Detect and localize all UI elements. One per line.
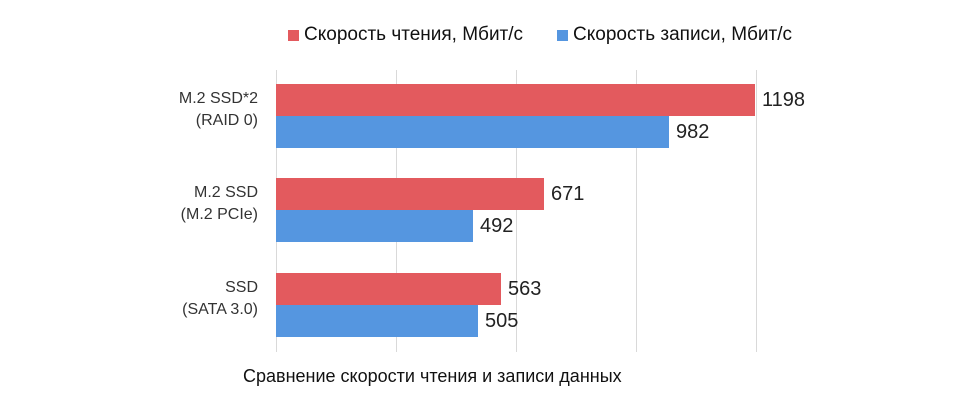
bar-read-pcie — [276, 178, 544, 210]
gridline-900 — [636, 70, 637, 352]
category-line2: (M.2 PCIe) — [180, 206, 258, 223]
value-write-raid: 982 — [676, 121, 710, 143]
value-read-sata: 563 — [508, 278, 542, 300]
value-read-pcie: 671 — [551, 183, 585, 205]
category-line2: (RAID 0) — [195, 112, 258, 129]
bar-write-raid — [276, 116, 669, 148]
category-line1: M.2 SSD*2 — [178, 90, 258, 107]
bar-read-sata — [276, 273, 501, 305]
category-line1: SSD — [225, 279, 258, 296]
write-swatch-icon — [557, 29, 569, 41]
plot-area: 1198 982 671 492 563 505 — [276, 70, 805, 352]
category-line1: M.2 SSD — [193, 184, 258, 201]
gridline-1200 — [756, 70, 757, 352]
category-label-raid: M.2 SSD*2 (RAID 0) — [118, 88, 258, 132]
category-line2: (SATA 3.0) — [182, 301, 258, 318]
bar-read-raid — [276, 84, 755, 116]
bar-write-sata — [276, 305, 478, 337]
legend-item-write: Скорость записи, Мбит/с — [557, 24, 792, 46]
value-write-pcie: 492 — [480, 215, 514, 237]
bar-write-pcie — [276, 210, 473, 242]
value-read-raid: 1198 — [762, 89, 806, 111]
read-swatch-icon — [288, 29, 299, 41]
legend-write-label: Скорость записи, Мбит/с — [573, 24, 793, 45]
legend-read-label: Скорость чтения, Мбит/с — [304, 24, 524, 45]
chart-legend: Скорость чтения, Мбит/с Скорость записи,… — [288, 24, 792, 46]
gridline-600 — [516, 70, 517, 352]
legend-item-read: Скорость чтения, Мбит/с — [288, 24, 523, 46]
category-label-pcie: M.2 SSD (M.2 PCIe) — [118, 182, 258, 226]
chart-title: Сравнение скорости чтения и записи данны… — [243, 366, 622, 386]
value-write-sata: 505 — [485, 310, 519, 332]
category-label-sata: SSD (SATA 3.0) — [118, 277, 258, 321]
